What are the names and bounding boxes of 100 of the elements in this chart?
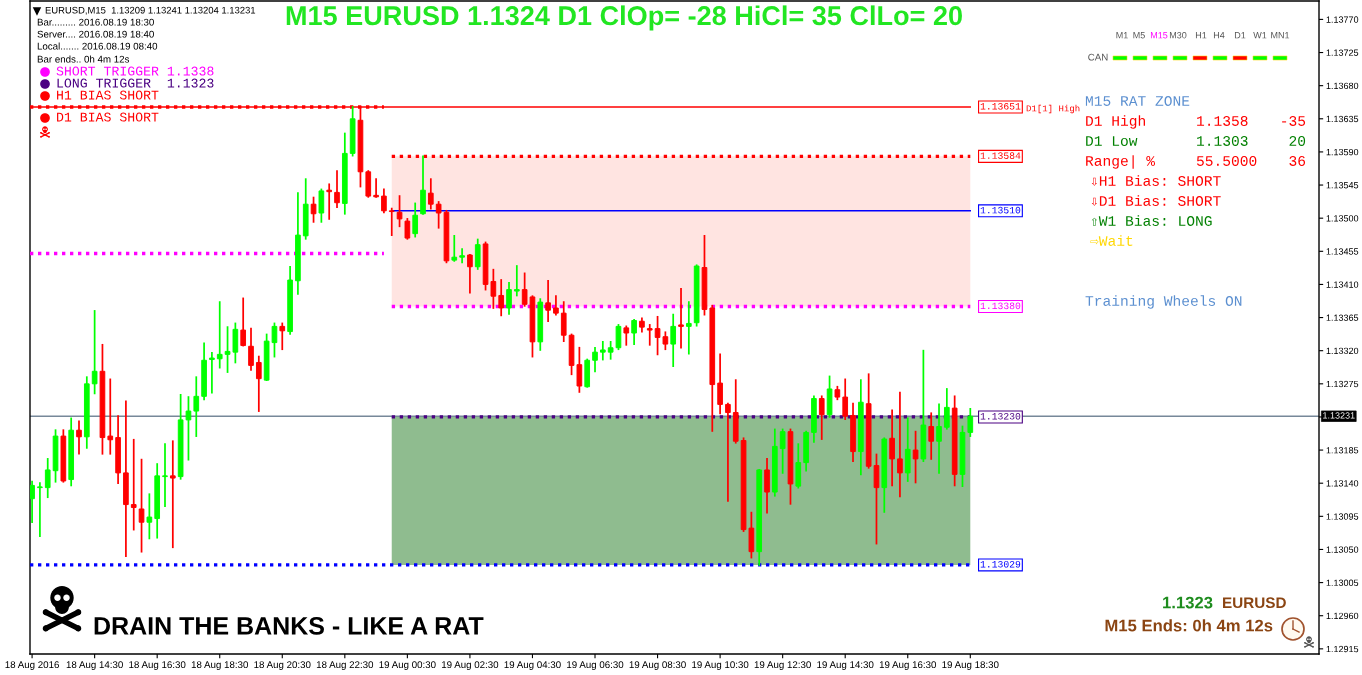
x-tick-label: 18 Aug 20:30 — [254, 661, 311, 671]
candlestick — [138, 458, 145, 553]
candlestick — [76, 420, 82, 455]
candlestick — [44, 458, 51, 499]
candlestick — [779, 428, 786, 474]
chart-title: M15 EURUSD 1.1324 D1 ClOp= -28 HiCl= 35 ClLo= 20 — [286, 5, 962, 31]
candlestick — [936, 403, 942, 474]
y-tick-label: 1.13005 — [1326, 579, 1359, 586]
y-tick-label: 1.12960 — [1326, 612, 1359, 620]
y-tick-label: 1.13275 — [1326, 380, 1359, 388]
x-tick-label: 18 Aug 18:30 — [191, 661, 248, 671]
candlestick — [623, 325, 630, 346]
candlestick — [889, 409, 895, 487]
annotation: MN1 — [1271, 32, 1290, 39]
annotation: D1 High — [1086, 115, 1145, 129]
candlestick — [631, 318, 637, 345]
x-tick-label: 19 Aug 06:30 — [567, 661, 624, 671]
candlestick — [467, 254, 473, 294]
candlestick — [248, 327, 254, 371]
y-tick-label: 1.13590 — [1326, 148, 1359, 156]
candlestick — [944, 388, 950, 430]
x-tick-label: 18 Aug 2016 — [5, 661, 59, 671]
candlestick — [513, 265, 520, 297]
candlestick — [107, 378, 114, 455]
data-label: 1.13651 — [980, 103, 1021, 110]
y-tick-label: 1.13050 — [1326, 546, 1359, 553]
candlestick — [717, 353, 723, 415]
x-tick-label: 19 Aug 18:30 — [942, 661, 999, 671]
annotation: 1.1303 — [1197, 136, 1248, 146]
data-label: 1.13510 — [980, 206, 1021, 214]
x-tick-label: 19 Aug 04:30 — [504, 661, 561, 671]
candlestick — [326, 183, 333, 220]
candlestick — [545, 279, 551, 323]
y-tick-label: 1.13365 — [1326, 314, 1359, 321]
candlestick — [912, 430, 919, 484]
annotation: M5 — [1133, 32, 1145, 39]
annotation: D1 — [1234, 32, 1246, 39]
candlestick — [600, 340, 606, 361]
x-tick-label: 18 Aug 22:30 — [316, 661, 374, 671]
annotation: ⇩H1 Bias: SHORT — [1091, 175, 1221, 186]
candlestick — [169, 440, 176, 549]
x-tick-label: 19 Aug 00:30 — [379, 661, 436, 671]
candlestick — [686, 301, 692, 355]
annotation: M30 — [1169, 32, 1187, 39]
candlestick — [255, 355, 262, 412]
annotation: D1 BIAS SHORT — [57, 112, 159, 122]
annotation: ⇩D1 Bias: SHORT — [1091, 195, 1221, 206]
annotation: Training Wheels ON — [1085, 295, 1242, 309]
x-tick-label: 19 Aug 14:30 — [817, 661, 874, 671]
annotation: M15 Ends: 0h 4m 12s — [1105, 619, 1273, 632]
x-tick-label: 18 Aug 14:30 — [66, 661, 123, 671]
annotation: Bar ends.. 0h 4m 12s — [37, 55, 130, 63]
candlestick — [818, 395, 825, 440]
y-tick-label: 1.13725 — [1326, 49, 1359, 56]
y-tick-label: 1.13635 — [1326, 115, 1359, 123]
data-label: 1.13029 — [980, 560, 1021, 568]
candlestick — [373, 178, 379, 198]
y-tick-label: 1.13185 — [1326, 447, 1359, 454]
candlestick — [130, 438, 137, 531]
candlestick — [678, 287, 684, 349]
ref-line-label: 1.13231 — [1323, 412, 1355, 419]
x-tick-label: 19 Aug 10:30 — [692, 661, 749, 671]
candlestick — [396, 195, 403, 228]
y-tick-label: 1.13410 — [1326, 281, 1359, 288]
candlestick — [318, 188, 325, 223]
y-tick-label: 1.13770 — [1326, 16, 1359, 23]
y-tick-label: 1.13545 — [1326, 182, 1359, 189]
candlestick — [842, 378, 849, 421]
annotation: ⇨Wait — [1090, 235, 1133, 246]
candlestick — [646, 324, 653, 346]
candlestick — [592, 346, 598, 373]
annotation: 36 — [1289, 156, 1306, 166]
candlestick — [216, 301, 223, 369]
candlestick — [967, 407, 974, 437]
annotation: M15 — [1150, 32, 1168, 39]
annotation: W1 — [1253, 32, 1267, 39]
x-tick-label: 19 Aug 12:30 — [754, 661, 811, 671]
y-tick-label: 1.13320 — [1326, 347, 1359, 355]
candlestick — [388, 207, 395, 236]
candlestick — [193, 376, 200, 437]
y-tick-label: 1.12915 — [1326, 645, 1359, 653]
y-tick-label: 1.13095 — [1326, 513, 1359, 520]
candlestick — [240, 297, 247, 347]
annotation: EURUSD,M15 1.13209 1.13241 1.13204 1.13231 — [45, 6, 256, 15]
y-tick-label: 1.13500 — [1326, 215, 1359, 222]
annotation: 1.1323 — [1163, 596, 1213, 609]
data-label: 1.13230 — [980, 412, 1021, 420]
candlestick — [404, 218, 411, 240]
candlestick — [764, 458, 770, 514]
candlestick — [904, 417, 911, 482]
candlestick — [381, 188, 387, 214]
candlestick — [506, 282, 512, 315]
data-label: 1.13380 — [980, 302, 1021, 310]
annotation: SHORT TRIGGER 1.1338 — [56, 66, 214, 76]
candlestick — [725, 402, 731, 502]
candlestick — [670, 313, 677, 368]
annotation: H1 — [1195, 32, 1207, 39]
y-tick-label: 1.13455 — [1326, 248, 1359, 255]
candlestick — [553, 295, 559, 316]
x-tick-label: 19 Aug 16:30 — [879, 661, 937, 671]
